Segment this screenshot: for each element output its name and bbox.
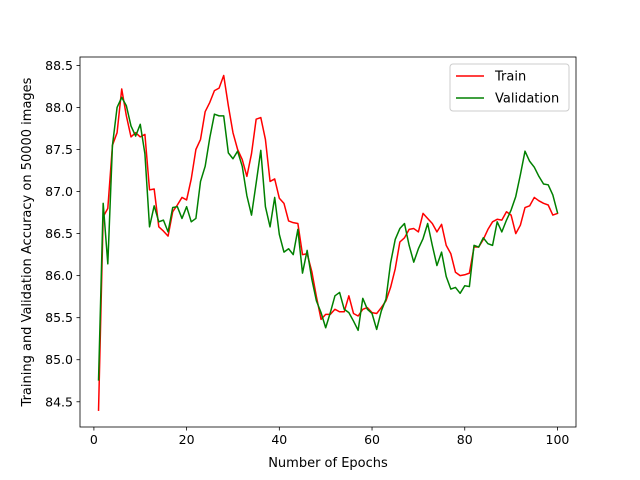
x-tick-label: 40 bbox=[271, 432, 287, 447]
plot-background bbox=[80, 57, 576, 427]
y-tick-label: 87.0 bbox=[45, 184, 73, 199]
x-tick-label: 0 bbox=[90, 432, 98, 447]
x-axis-title: Number of Epochs bbox=[268, 456, 388, 471]
x-tick-label: 60 bbox=[364, 432, 380, 447]
x-axis-ticks: 0 20 40 60 80 100 bbox=[90, 427, 570, 447]
y-tick-label: 87.5 bbox=[45, 142, 73, 157]
y-tick-label: 85.0 bbox=[45, 352, 73, 367]
x-tick-label: 100 bbox=[546, 432, 570, 447]
y-tick-label: 86.5 bbox=[45, 226, 73, 241]
y-tick-label: 86.0 bbox=[45, 268, 73, 283]
plot-frame bbox=[79, 56, 577, 428]
series-line-validation bbox=[97, 96, 559, 381]
y-tick-label: 84.5 bbox=[45, 394, 73, 409]
axes bbox=[79, 56, 577, 428]
y-tick-label: 88.0 bbox=[45, 100, 73, 115]
legend-label-validation: Validation bbox=[495, 92, 559, 107]
legend-label-train: Train bbox=[494, 70, 526, 85]
legend: Train Validation bbox=[449, 63, 570, 112]
x-tick-label: 80 bbox=[457, 432, 473, 447]
y-tick-label: 85.5 bbox=[45, 310, 73, 325]
y-axis-ticks: 84.5 85.0 85.5 86.0 86.5 87.0 87.5 88.0 88.5 bbox=[45, 58, 80, 409]
y-tick-label: 88.5 bbox=[45, 58, 73, 73]
x-tick-label: 20 bbox=[179, 432, 195, 447]
y-axis-title: Training and Validation Accuracy on 5000… bbox=[20, 77, 35, 407]
series-lines bbox=[97, 74, 559, 411]
